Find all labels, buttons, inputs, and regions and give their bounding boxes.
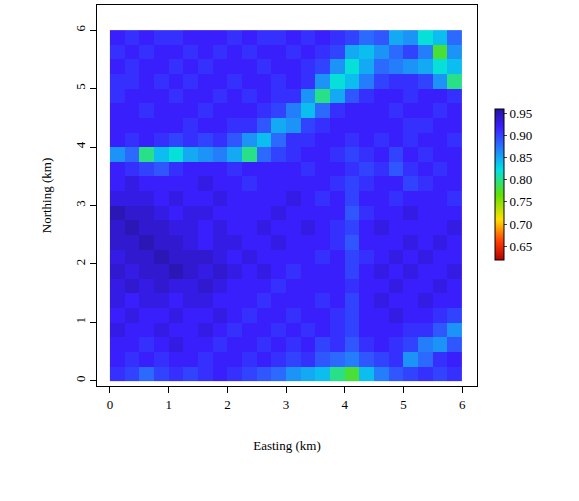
svg-text:4: 4 [342,397,349,412]
svg-text:0.90: 0.90 [510,128,533,143]
svg-text:0.70: 0.70 [510,217,533,232]
svg-text:0.80: 0.80 [510,172,533,187]
svg-text:0.75: 0.75 [510,194,533,209]
svg-text:3: 3 [73,200,88,207]
svg-text:6: 6 [459,397,466,412]
svg-text:2: 2 [224,397,231,412]
svg-text:0.65: 0.65 [510,239,533,254]
svg-text:Easting (km): Easting (km) [253,438,321,453]
svg-text:Northing (km): Northing (km) [39,158,54,233]
svg-text:1: 1 [73,317,88,324]
svg-text:0: 0 [107,397,114,412]
svg-text:5: 5 [400,397,407,412]
svg-text:4: 4 [73,141,88,148]
svg-text:1: 1 [165,397,172,412]
svg-text:0: 0 [73,376,88,383]
svg-text:0.85: 0.85 [510,150,533,165]
svg-text:3: 3 [283,397,290,412]
svg-text:6: 6 [73,24,88,31]
svg-text:0.95: 0.95 [510,106,533,121]
svg-text:2: 2 [73,259,88,266]
svg-text:5: 5 [73,83,88,90]
